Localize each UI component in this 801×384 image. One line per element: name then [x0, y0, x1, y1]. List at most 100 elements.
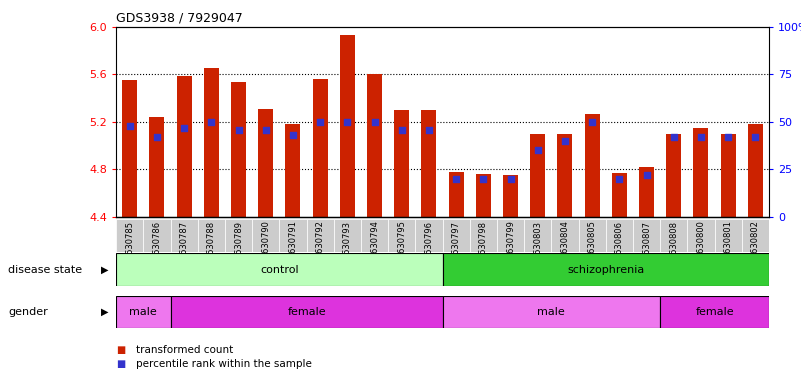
Bar — [449, 172, 464, 217]
Bar — [503, 175, 518, 217]
Text: ▶: ▶ — [101, 307, 108, 317]
Bar — [312, 79, 328, 217]
Point — [341, 119, 354, 125]
Point — [749, 134, 762, 140]
Text: GSM630788: GSM630788 — [207, 220, 215, 271]
Text: GSM630799: GSM630799 — [506, 220, 515, 271]
Bar — [421, 110, 437, 217]
Bar — [748, 124, 763, 217]
Bar — [116, 219, 143, 252]
Point — [151, 134, 163, 140]
Text: male: male — [130, 307, 157, 317]
Text: gender: gender — [8, 307, 48, 317]
Text: GSM630801: GSM630801 — [723, 220, 733, 271]
Bar — [388, 219, 416, 252]
Text: GSM630806: GSM630806 — [615, 220, 624, 271]
Point — [260, 126, 272, 132]
Bar — [334, 219, 361, 252]
Text: GSM630807: GSM630807 — [642, 220, 651, 271]
Bar — [633, 219, 660, 252]
Text: GSM630796: GSM630796 — [425, 220, 433, 271]
Text: disease state: disease state — [8, 265, 83, 275]
Text: schizophrenia: schizophrenia — [567, 265, 644, 275]
Point — [694, 134, 707, 140]
Text: female: female — [695, 307, 734, 317]
Text: GSM630786: GSM630786 — [152, 220, 162, 271]
Text: GSM630787: GSM630787 — [179, 220, 189, 271]
Text: control: control — [260, 265, 299, 275]
Text: GSM630790: GSM630790 — [261, 220, 270, 271]
Bar — [198, 219, 225, 252]
Bar — [177, 76, 191, 217]
Bar — [606, 219, 633, 252]
Text: ▶: ▶ — [101, 265, 108, 275]
Text: male: male — [537, 307, 566, 317]
Bar — [116, 253, 442, 286]
Bar — [524, 219, 551, 252]
Bar — [742, 219, 769, 252]
Bar — [252, 219, 280, 252]
Bar — [150, 117, 164, 217]
Bar — [639, 167, 654, 217]
Point — [314, 119, 327, 125]
Bar — [367, 74, 382, 217]
Bar — [469, 219, 497, 252]
Text: GSM630805: GSM630805 — [588, 220, 597, 271]
Bar — [497, 219, 524, 252]
Text: GSM630803: GSM630803 — [533, 220, 542, 271]
Bar — [578, 219, 606, 252]
Bar — [204, 68, 219, 217]
Bar — [285, 124, 300, 217]
Bar — [557, 134, 573, 217]
Point — [613, 176, 626, 182]
Text: percentile rank within the sample: percentile rank within the sample — [136, 359, 312, 369]
Bar — [340, 35, 355, 217]
Point — [477, 176, 489, 182]
Bar — [530, 134, 545, 217]
Text: ■: ■ — [116, 345, 126, 355]
Bar — [585, 114, 600, 217]
Bar — [442, 296, 660, 328]
Bar — [280, 219, 307, 252]
Bar — [394, 110, 409, 217]
Text: ■: ■ — [116, 359, 126, 369]
Bar — [476, 174, 491, 217]
Point — [449, 176, 462, 182]
Point — [586, 119, 598, 125]
Bar — [361, 219, 388, 252]
Text: GSM630800: GSM630800 — [696, 220, 706, 271]
Bar — [171, 296, 442, 328]
Bar — [116, 296, 171, 328]
Text: GSM630794: GSM630794 — [370, 220, 379, 271]
Bar — [171, 219, 198, 252]
Bar — [307, 219, 334, 252]
Text: GSM630797: GSM630797 — [452, 220, 461, 271]
Text: GSM630795: GSM630795 — [397, 220, 406, 271]
Text: female: female — [288, 307, 326, 317]
Bar — [442, 253, 769, 286]
Point — [640, 172, 653, 178]
Bar — [231, 81, 246, 217]
Text: GDS3938 / 7929047: GDS3938 / 7929047 — [116, 12, 243, 25]
Bar — [660, 219, 687, 252]
Text: GSM630791: GSM630791 — [288, 220, 297, 271]
Point — [123, 122, 136, 129]
Bar — [714, 219, 742, 252]
Point — [178, 124, 191, 131]
Point — [531, 147, 544, 154]
Point — [558, 138, 571, 144]
Point — [205, 119, 218, 125]
Bar — [612, 173, 627, 217]
Bar — [143, 219, 171, 252]
Text: GSM630802: GSM630802 — [751, 220, 760, 271]
Bar — [416, 219, 442, 252]
Bar — [123, 80, 137, 217]
Bar — [225, 219, 252, 252]
Point — [423, 126, 436, 132]
Text: GSM630798: GSM630798 — [479, 220, 488, 271]
Text: transformed count: transformed count — [136, 345, 233, 355]
Text: GSM630785: GSM630785 — [125, 220, 135, 271]
Bar — [258, 109, 273, 217]
Point — [396, 126, 409, 132]
Text: GSM630804: GSM630804 — [561, 220, 570, 271]
